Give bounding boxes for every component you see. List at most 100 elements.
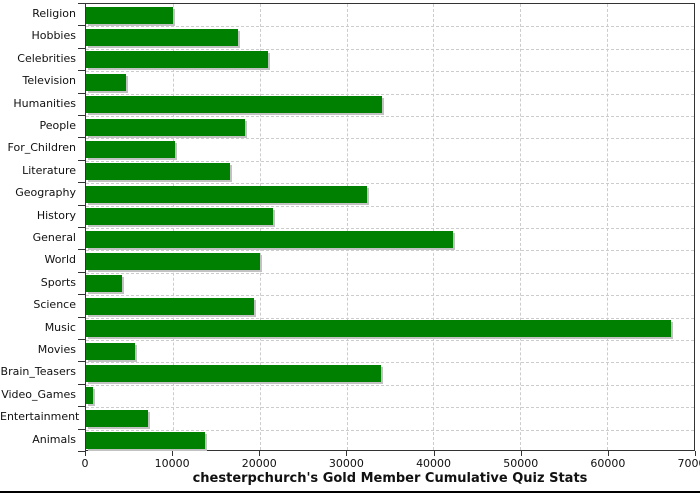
x-axis-tick [695, 451, 696, 456]
vertical-gridline [607, 4, 609, 450]
plot-area [85, 3, 695, 451]
y-axis-tick [78, 317, 86, 318]
bar-humanities [86, 96, 383, 114]
horizontal-gridline [86, 183, 694, 185]
x-axis-tick-label: 0 [81, 457, 89, 470]
x-axis-tick-label: 60000 [590, 457, 626, 470]
category-label: Geography [15, 186, 76, 200]
bar-religion [86, 6, 173, 24]
category-label: Hobbies [31, 29, 76, 43]
horizontal-gridline [86, 429, 694, 431]
category-label: Sports [40, 275, 76, 289]
category-label: Video_Games [1, 387, 76, 401]
bar-history [86, 208, 273, 226]
y-axis-tick [78, 361, 86, 362]
bar-entertainment [86, 409, 148, 427]
y-axis-tick [78, 48, 86, 49]
y-axis-tick [78, 406, 86, 407]
vertical-gridline [520, 4, 522, 450]
horizontal-gridline [86, 272, 694, 274]
category-label: Literature [22, 163, 76, 177]
horizontal-gridline [86, 93, 694, 95]
bar-general [86, 230, 453, 248]
y-axis-tick [78, 182, 86, 183]
category-label: Entertainment [0, 410, 80, 424]
vertical-gridline [259, 4, 261, 450]
category-label: Television [22, 74, 77, 88]
x-axis-tick [172, 451, 174, 456]
bar-sports [86, 275, 123, 293]
horizontal-gridline [86, 295, 694, 297]
x-axis-tick-label: 70000 [677, 457, 700, 470]
x-axis-tick [520, 451, 522, 456]
horizontal-gridline [86, 384, 694, 386]
y-axis-tick [78, 25, 86, 26]
y-axis-tick [78, 3, 86, 4]
y-axis-tick [78, 160, 86, 161]
bar-music [86, 320, 672, 338]
y-axis-tick [78, 272, 86, 273]
category-label: People [39, 119, 76, 132]
category-label: Animals [32, 432, 76, 446]
bar-movies [86, 342, 135, 360]
horizontal-gridline [86, 71, 694, 73]
x-axis-tick [433, 451, 435, 456]
bar-hobbies [86, 28, 238, 46]
y-axis-tick [78, 429, 86, 430]
horizontal-gridline [86, 138, 694, 140]
bar-people [86, 118, 245, 136]
horizontal-gridline [86, 250, 694, 252]
bar-television [86, 73, 126, 91]
horizontal-gridline [86, 407, 694, 409]
category-label: Music [44, 320, 76, 334]
x-axis-tick [259, 451, 261, 456]
horizontal-gridline [86, 228, 694, 229]
bar-world [86, 252, 260, 270]
y-axis-tick [78, 227, 86, 228]
horizontal-gridline [86, 48, 694, 50]
bar-celebrities [86, 51, 269, 69]
x-axis-tick-label: 10000 [154, 457, 190, 470]
x-axis-tick-label: 40000 [416, 457, 452, 470]
bar-science [86, 297, 254, 315]
category-label: Humanities [13, 96, 76, 110]
y-axis-tick [78, 339, 86, 340]
vertical-gridline [433, 4, 435, 450]
x-axis-tick-label: 50000 [503, 457, 539, 470]
bar-animals [86, 432, 205, 450]
bar-brain_teasers [86, 364, 382, 382]
x-axis-tick-label: 30000 [328, 457, 364, 470]
category-label: For_Children [7, 141, 76, 155]
bar-literature [86, 163, 231, 181]
horizontal-gridline [86, 205, 694, 207]
category-label: Brain_Teasers [0, 365, 76, 379]
y-axis-tick [78, 93, 86, 94]
category-label: General [32, 231, 76, 244]
vertical-gridline [172, 4, 174, 450]
chart-title: chesterpchurch's Gold Member Cumulative … [192, 471, 588, 486]
y-axis-tick [78, 384, 86, 385]
bar-for_children [86, 140, 176, 158]
y-axis-tick [78, 137, 86, 138]
y-axis-tick [78, 205, 86, 206]
bar-geography [86, 185, 367, 203]
bar-video_games [86, 387, 93, 405]
x-axis-tick [85, 451, 86, 456]
y-axis-tick [78, 451, 86, 452]
category-label: World [44, 253, 76, 267]
horizontal-gridline [86, 26, 694, 28]
horizontal-gridline [86, 317, 694, 319]
horizontal-gridline [86, 160, 694, 162]
category-label: Movies [37, 343, 76, 356]
horizontal-gridline [86, 362, 694, 364]
y-axis-tick [78, 249, 86, 250]
horizontal-gridline [86, 340, 694, 341]
category-label: Celebrities [17, 51, 76, 65]
category-label: History [36, 208, 76, 222]
x-axis-tick [607, 451, 609, 456]
category-label: Science [33, 298, 76, 312]
horizontal-gridline [86, 116, 694, 117]
vertical-gridline [346, 4, 348, 450]
bottom-divider [0, 491, 700, 493]
